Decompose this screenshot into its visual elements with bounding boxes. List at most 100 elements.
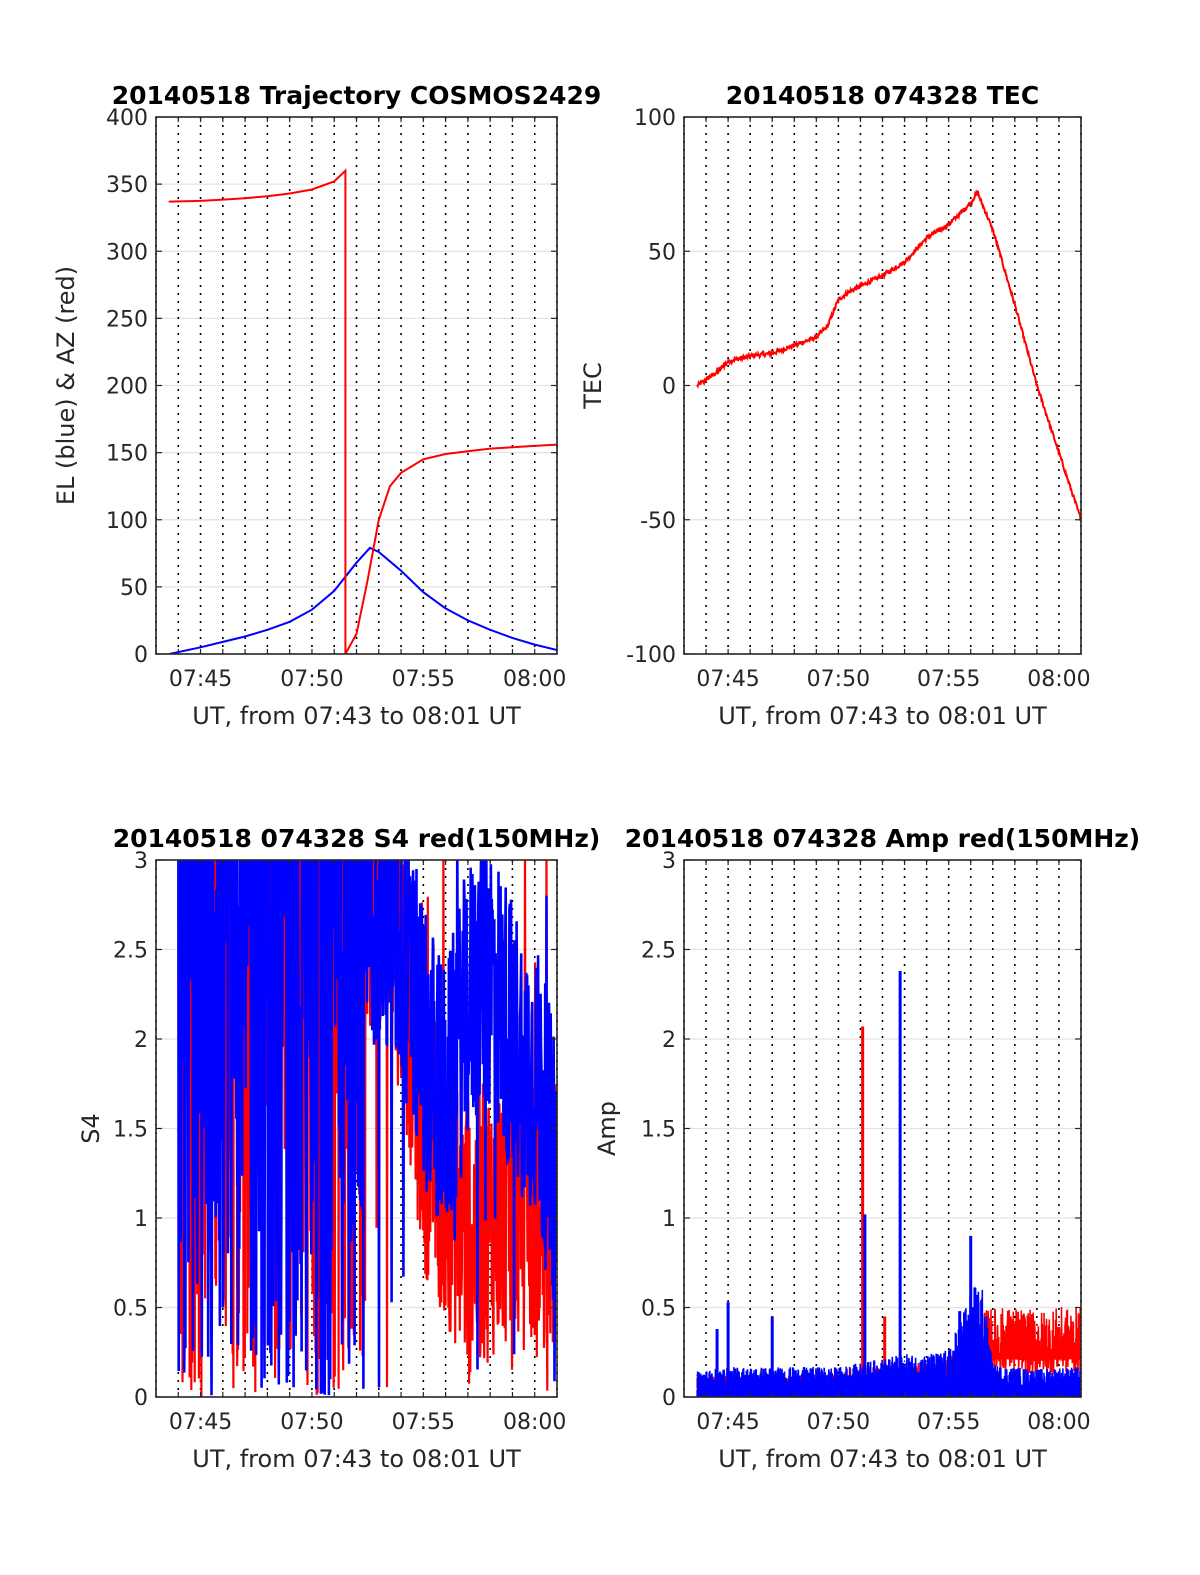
data-point [422, 1038, 425, 1040]
data-point [377, 912, 380, 915]
data-point [355, 633, 358, 635]
y-tick-label: 1 [134, 1207, 148, 1232]
x-tick-label: 08:00 [503, 667, 566, 692]
data-point [366, 579, 369, 581]
plot-series [696, 970, 1081, 1397]
data-point [696, 1374, 699, 1377]
chart-title: 20140518 Trajectory COSMOS2429 [112, 81, 602, 110]
y-tick-label: 100 [106, 509, 148, 534]
data-point [969, 202, 972, 204]
data-point [400, 569, 402, 572]
data-point [389, 485, 391, 487]
data-point [848, 290, 851, 293]
data-point [288, 620, 291, 623]
chart-2: 07:45 07:50 07:55 08:00 -100 -50 0 50 100 2014051… [579, 81, 1091, 730]
y-axis-label: Amp [593, 1101, 621, 1156]
data-point [1058, 1371, 1060, 1373]
data-point [489, 1217, 491, 1219]
data-point [377, 551, 380, 553]
x-tick-label: 07:50 [807, 1410, 870, 1435]
data-point [793, 1371, 796, 1373]
data-point [925, 1360, 928, 1362]
data-point [333, 180, 336, 183]
y-tick-label: 0.5 [641, 1297, 676, 1322]
y-tick-label: 3 [662, 849, 676, 874]
chart-1: 07:45 07:50 07:55 08:00 0 50 100 150 200 250 300 35… [52, 81, 601, 730]
y-tick-label: 1 [662, 1207, 676, 1232]
series-line-tec [696, 189, 1081, 523]
y-tick-label: 400 [106, 106, 148, 131]
data-point [422, 458, 425, 461]
data-point [991, 228, 994, 231]
y-axis-label: S4 [77, 1113, 105, 1144]
data-point [266, 195, 269, 198]
data-point [168, 200, 171, 203]
x-axis-label: UT, from 07:43 to 08:01 UT [192, 1445, 521, 1473]
x-tick-label: 07:45 [169, 667, 232, 692]
x-tick-label: 07:55 [917, 667, 980, 692]
y-tick-label: 1.5 [113, 1118, 148, 1143]
y-axis-label: TEC [579, 362, 607, 410]
data-point [1014, 1321, 1016, 1323]
chart-title: 20140518 074328 TEC [726, 81, 1039, 110]
data-point [333, 590, 336, 592]
x-tick-label: 07:45 [169, 1410, 232, 1435]
y-tick-label: -50 [640, 509, 676, 534]
data-point [925, 237, 928, 239]
x-tick-label: 07:50 [280, 1410, 343, 1435]
data-point [266, 629, 269, 631]
data-point [244, 635, 246, 638]
data-point [793, 344, 796, 347]
data-point [422, 591, 425, 594]
data-point [881, 1363, 884, 1366]
y-axis-label: EL (blue) & AZ (red) [52, 266, 80, 505]
data-point [244, 197, 246, 200]
data-point [771, 352, 774, 355]
data-point [1014, 304, 1016, 306]
chart-title: 20140518 074328 Amp red(150MHz) [625, 824, 1141, 853]
series-line-amp-2 [696, 1287, 1081, 1397]
x-tick-label: 07:50 [280, 667, 343, 692]
data-point [749, 355, 751, 357]
data-point [311, 608, 313, 611]
data-point [489, 966, 491, 969]
data-point [1036, 384, 1038, 387]
data-point [859, 1367, 862, 1370]
data-point [1036, 1324, 1038, 1327]
data-point [976, 191, 979, 193]
x-tick-label: 08:00 [1027, 667, 1090, 692]
data-point [444, 453, 447, 455]
y-tick-label: 0 [662, 1386, 676, 1411]
data-point [489, 447, 491, 450]
y-tick-label: 100 [634, 106, 676, 131]
y-tick-label: 2.5 [113, 939, 148, 964]
data-point [533, 445, 536, 447]
series-line-az [169, 168, 557, 654]
data-point [1014, 1371, 1016, 1373]
y-tick-label: 0 [134, 1386, 148, 1411]
data-point [467, 1235, 469, 1237]
data-point [377, 518, 380, 521]
data-point [467, 1002, 469, 1004]
y-tick-label: 0 [134, 643, 148, 668]
data-point [533, 643, 536, 646]
y-tick-label: 2.5 [641, 939, 676, 964]
data-point [859, 285, 862, 287]
data-point [344, 169, 347, 172]
data-point [1058, 451, 1060, 454]
data-point [533, 1217, 536, 1219]
data-point [199, 200, 202, 202]
data-point [400, 471, 402, 474]
data-point [288, 192, 291, 195]
data-point [355, 561, 358, 564]
y-tick-label: 2 [134, 1028, 148, 1053]
chart-3: 07:45 07:50 07:55 08:00 0 0.5 1 1.5 2 2.5 32014051… [77, 824, 600, 1473]
data-point [947, 1356, 950, 1359]
data-point [716, 371, 718, 373]
data-point [467, 619, 469, 622]
data-point [991, 1369, 994, 1371]
chart-4: 07:45 07:50 07:55 08:00 0 0.5 1 1.5 2 2.5 32014051… [593, 824, 1140, 1473]
x-axis-label: UT, from 07:43 to 08:01 UT [192, 702, 521, 730]
x-tick-label: 07:45 [696, 667, 759, 692]
